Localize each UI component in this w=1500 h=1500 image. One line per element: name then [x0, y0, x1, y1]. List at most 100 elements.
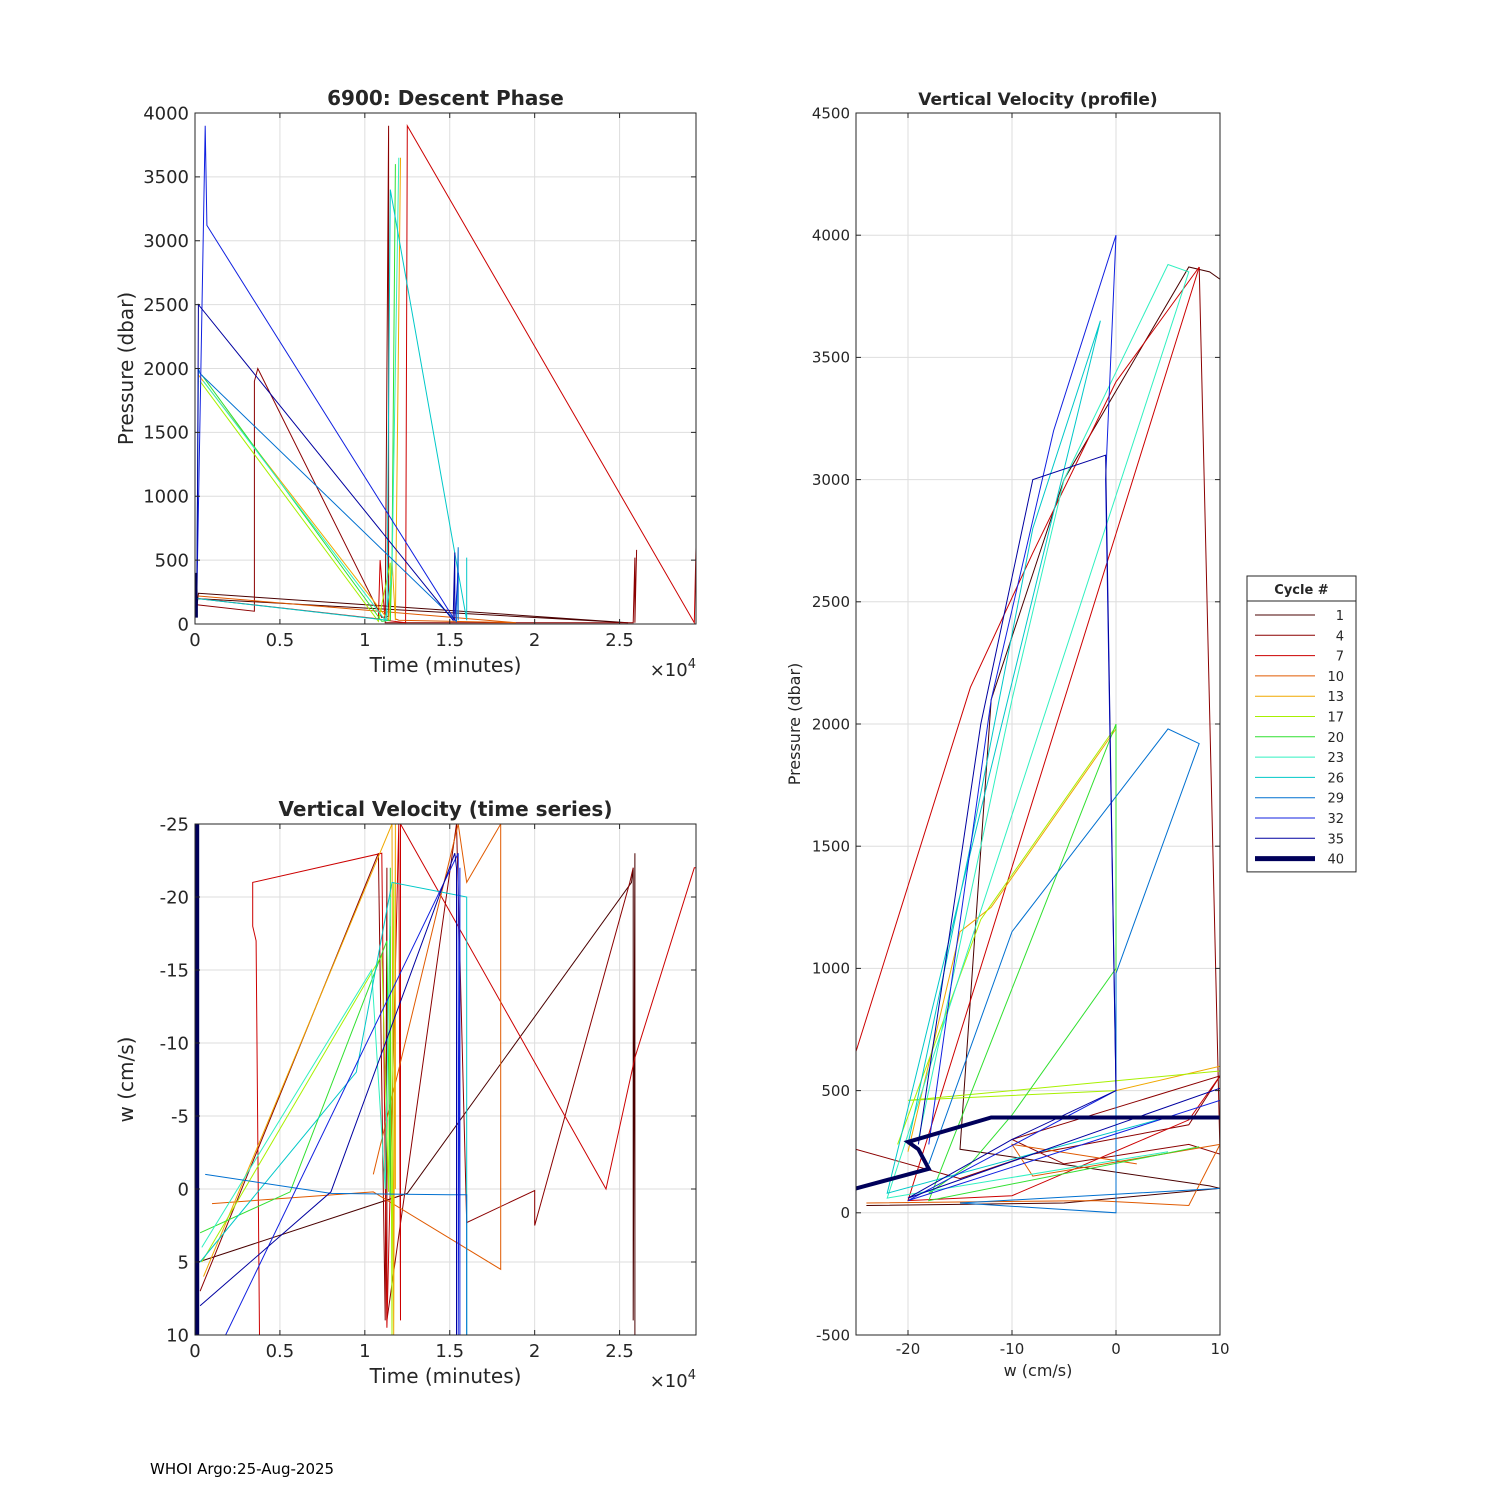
y-tick-label: 0 — [178, 614, 189, 635]
series-cycle-26 — [199, 881, 468, 1335]
velocity-time-series-chart: 0 0.5 1 1.5 2 2.5 10 5 0 -5 -10 -15 -20 -25 Vertical V… — [114, 797, 697, 1392]
y-tick-label: -20 — [160, 887, 189, 908]
x-tick-label: 2.5 — [605, 1341, 634, 1362]
y-tick-label: 4000 — [143, 103, 189, 124]
series-cycle-4 — [199, 824, 634, 1321]
y-tick-label: 2000 — [143, 359, 189, 380]
y-tick-label: 3500 — [812, 349, 850, 367]
x-tick-label: 1.5 — [435, 1341, 464, 1362]
y-tick-label: 0 — [840, 1204, 850, 1222]
series-cycle-29 — [928, 728, 1220, 1214]
axes-box — [194, 823, 697, 1336]
velocity-profile-chart: -20 -10 0 10 -500 0 500 1000 1500 2000 2500 3000 350… — [785, 90, 1230, 1380]
y-tick-label: 10 — [166, 1325, 189, 1346]
series-cycle-20 — [199, 867, 391, 1234]
series-cycle-40 — [195, 824, 200, 1335]
series-group — [195, 123, 696, 624]
x-exponent: ×104 — [650, 657, 696, 681]
series-cycle-29 — [205, 1173, 468, 1335]
series-cycle-32 — [225, 852, 461, 1335]
series-cycle-23 — [203, 157, 400, 622]
y-tick-label: -500 — [816, 1326, 850, 1344]
descent-phase-chart: 0 0.5 1 1.5 2 2.5 0 500 1000 1500 2000 2500 3000 3500… — [114, 86, 697, 681]
y-tick-label: 1500 — [143, 423, 189, 444]
series-cycle-32 — [907, 235, 1220, 1202]
legend-label-23: 23 — [1327, 751, 1344, 766]
series-cycle-7 — [196, 123, 696, 624]
legend-label-13: 13 — [1327, 690, 1344, 705]
y-tick-label: -25 — [160, 814, 189, 835]
x-axis-label: Time (minutes) — [369, 653, 522, 677]
x-exponent-base: ×10 — [650, 1371, 688, 1392]
series-cycle-40 — [195, 572, 198, 618]
x-tick-label: 2.5 — [605, 630, 634, 651]
legend-label-32: 32 — [1327, 812, 1344, 827]
x-axis-label: w (cm/s) — [1004, 1361, 1073, 1380]
series-cycle-35 — [196, 303, 456, 622]
y-tick-label: 2500 — [812, 593, 850, 611]
y-tick-label: 1000 — [143, 487, 189, 508]
legend-label-4: 4 — [1336, 629, 1344, 644]
x-tick-label: 2 — [529, 630, 540, 651]
series-group — [856, 235, 1220, 1214]
series-cycle-26 — [886, 320, 1158, 1194]
x-tick-label: -10 — [1000, 1340, 1025, 1358]
y-tick-label: 4000 — [812, 226, 850, 244]
y-axis-label: w (cm/s) — [114, 1037, 138, 1123]
chart-title: Vertical Velocity (profile) — [918, 90, 1157, 110]
legend-label-20: 20 — [1327, 731, 1344, 746]
y-tick-label: 0 — [178, 1179, 189, 1200]
legend-box — [1246, 575, 1357, 873]
series-cycle-26 — [196, 189, 468, 621]
x-tick-label: 0.5 — [266, 1341, 295, 1362]
x-exponent-power: 4 — [688, 1368, 696, 1383]
series-cycle-10 — [211, 824, 502, 1271]
series-cycle-7 — [856, 266, 1220, 1202]
legend-title: Cycle # — [1274, 583, 1329, 598]
x-tick-label: 1.5 — [435, 630, 464, 651]
legend-label-7: 7 — [1336, 650, 1344, 665]
series-cycle-20 — [928, 723, 1200, 1202]
y-tick-label: 3500 — [143, 167, 189, 188]
x-tick-label: 0.5 — [266, 630, 295, 651]
cycle-legend: Cycle # 1 4 7 10 13 17 20 23 26 29 32 35 40 — [1246, 575, 1357, 873]
legend-label-1: 1 — [1336, 609, 1344, 624]
legend-label-35: 35 — [1327, 832, 1344, 847]
series-cycle-13 — [203, 824, 396, 1335]
chart-title: Vertical Velocity (time series) — [279, 797, 613, 821]
x-exponent-base: ×10 — [650, 660, 688, 681]
x-axis-label: Time (minutes) — [369, 1364, 522, 1388]
legend-label-40: 40 — [1327, 853, 1344, 868]
x-tick-label: 10 — [1210, 1340, 1229, 1358]
series-group — [195, 824, 696, 1335]
series-cycle-10 — [196, 595, 517, 624]
series-cycle-23 — [201, 896, 391, 1248]
x-tick-label: 0 — [189, 1341, 200, 1362]
y-tick-label: 3000 — [143, 231, 189, 252]
y-tick-label: 4500 — [812, 104, 850, 122]
series-cycle-35 — [907, 454, 1220, 1199]
series-cycle-40 — [856, 1115, 1220, 1191]
series-cycle-17 — [199, 381, 391, 623]
x-tick-label: 1 — [359, 1341, 370, 1362]
series-cycle-32 — [196, 125, 459, 622]
y-tick-label: -5 — [171, 1106, 189, 1127]
x-tick-label: 1 — [359, 630, 370, 651]
series-cycle-20 — [201, 164, 396, 622]
series-cycle-10 — [866, 1143, 1220, 1207]
x-tick-label: 0 — [189, 630, 200, 651]
y-tick-label: 3000 — [812, 471, 850, 489]
x-tick-label: 2 — [529, 1341, 540, 1362]
y-tick-label: -10 — [160, 1033, 189, 1054]
legend-label-10: 10 — [1327, 670, 1344, 685]
y-tick-label: 1500 — [812, 837, 850, 855]
y-tick-label: 2000 — [812, 715, 850, 733]
series-cycle-35 — [199, 853, 457, 1335]
series-cycle-13 — [907, 727, 1220, 1152]
chart-title: 6900: Descent Phase — [327, 86, 564, 110]
y-tick-label: 2500 — [143, 295, 189, 316]
y-axis-label: Pressure (dbar) — [114, 292, 138, 445]
footer-credit: WHOI Argo:25-Aug-2025 — [150, 1460, 335, 1478]
x-exponent: ×104 — [650, 1368, 696, 1392]
